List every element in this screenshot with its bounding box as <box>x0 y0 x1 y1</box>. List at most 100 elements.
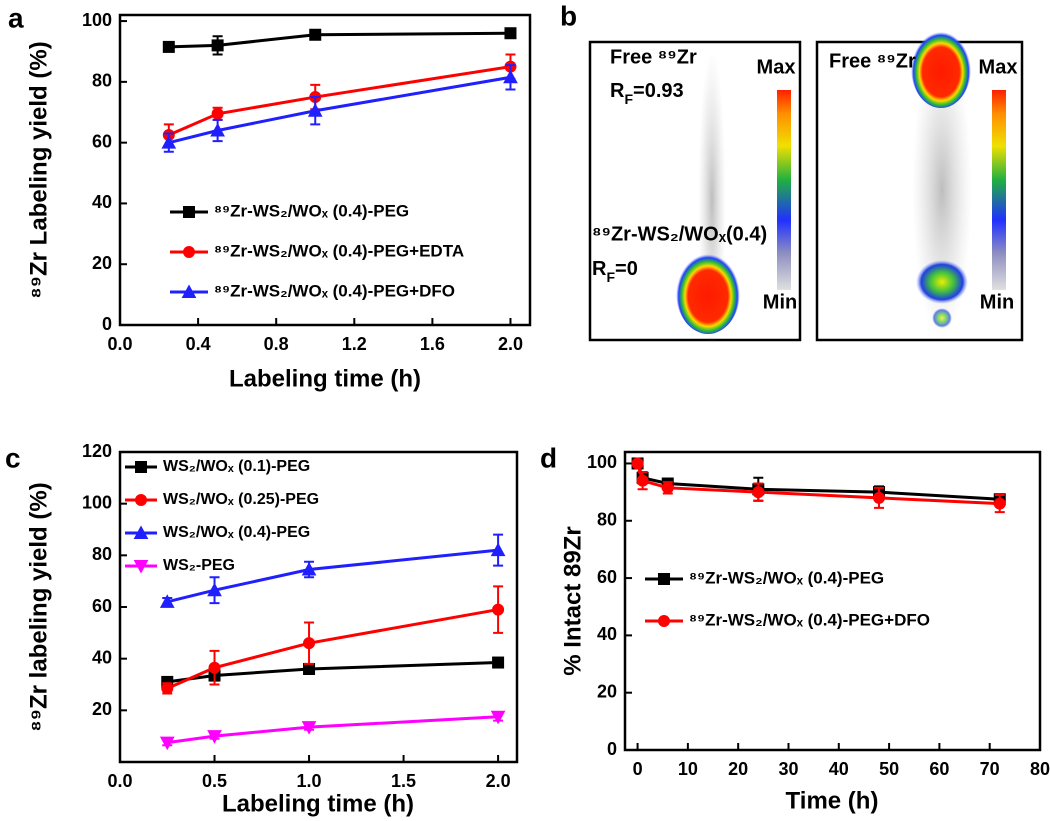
marker <box>490 542 506 557</box>
plot-frame <box>118 13 532 327</box>
x-tick-label: 1.6 <box>420 334 445 354</box>
marker <box>631 457 644 470</box>
y-tick-label: 20 <box>92 699 112 719</box>
legend-label: WS₂-PEG <box>163 557 235 574</box>
marker <box>658 615 670 627</box>
legend-label: WS₂/WOₓ (0.25)-PEG <box>163 491 319 508</box>
marker <box>301 561 317 576</box>
x-tick-label: 80 <box>1030 759 1050 779</box>
text-part: F <box>624 91 633 107</box>
marker <box>183 246 195 258</box>
text-part: R <box>610 80 625 102</box>
y-tick-label: 40 <box>597 624 617 644</box>
marker <box>211 107 224 120</box>
marker <box>504 27 517 40</box>
legend-label: ⁸⁹Zr-WS₂/WOₓ (0.4)-PEG+DFO <box>214 281 455 300</box>
marker <box>301 721 317 735</box>
tlc-label: Free ⁸⁹Zr <box>610 46 697 68</box>
x-tick-label: 10 <box>678 759 698 779</box>
y-tick-label: 0 <box>102 314 112 334</box>
marker <box>133 560 149 574</box>
x-tick-label: 20 <box>728 759 748 779</box>
x-tick-label: 0.4 <box>186 334 211 354</box>
marker <box>490 710 506 725</box>
tlc-spot <box>916 260 968 304</box>
marker <box>135 461 147 473</box>
marker <box>303 637 316 650</box>
line-chart: d 0 10 20 30 40 50 60 70 80 0 20 40 60 80 100 Time (h) % … <box>540 442 1050 814</box>
color-bar-min: Min <box>980 291 1014 313</box>
series-line <box>166 548 499 604</box>
tlc-label: ⁸⁹Zr-WS₂/WOₓ(0.4) <box>592 223 767 245</box>
x-tick-label: 1.5 <box>391 771 416 791</box>
color-bar-max: Max <box>757 56 796 78</box>
marker <box>661 481 674 494</box>
y-tick-label: 80 <box>597 510 617 530</box>
color-bar-max: Max <box>979 56 1018 78</box>
y-tick-label: 60 <box>597 567 617 587</box>
marker <box>503 69 518 84</box>
marker <box>636 474 649 487</box>
series-line <box>636 463 1000 506</box>
y-tick-label: 20 <box>92 253 112 273</box>
marker <box>135 494 147 506</box>
legend-label: ⁸⁹Zr-WS₂/WOₓ (0.4)-PEG+DFO <box>689 610 930 629</box>
x-axis-label: Labeling time (h) <box>222 790 414 817</box>
x-tick-label: 0.5 <box>202 771 227 791</box>
y-axis-label: % Intact 89Zr <box>559 526 586 675</box>
x-tick-label: 0.8 <box>264 334 289 354</box>
x-tick-label: 40 <box>829 759 849 779</box>
y-tick-label: 100 <box>82 10 112 30</box>
y-tick-label: 80 <box>92 71 112 91</box>
y-tick-label: 0 <box>607 739 617 759</box>
tlc-label: Free ⁸⁹Zr <box>829 50 916 72</box>
x-tick-label: 0.0 <box>107 771 132 791</box>
y-tick-label: 20 <box>597 681 617 701</box>
x-axis-label: Labeling time (h) <box>229 365 421 392</box>
legend-label: WS₂/WOₓ (0.4)-PEG <box>163 524 310 541</box>
panel-label: a <box>8 2 24 33</box>
panel-label: c <box>5 442 21 473</box>
color-bar-min: Min <box>763 291 797 313</box>
marker <box>181 284 197 298</box>
marker <box>159 736 175 751</box>
panel-label: d <box>540 442 557 473</box>
x-axis-label: Time (h) <box>786 787 879 814</box>
y-tick-label: 100 <box>587 452 617 472</box>
text-part: =0 <box>615 258 638 280</box>
marker <box>159 594 175 608</box>
marker <box>161 682 174 695</box>
y-axis-label: ⁸⁹Zr labeling yield (%) <box>25 482 52 731</box>
marker <box>207 730 222 744</box>
x-tick-label: 70 <box>980 759 1000 779</box>
marker <box>658 573 670 585</box>
y-tick-label: 60 <box>92 596 112 616</box>
x-tick-label: 1.0 <box>297 771 322 791</box>
tlc-images <box>588 28 1024 350</box>
x-tick-label: 1.2 <box>342 334 367 354</box>
y-tick-label: 80 <box>92 544 112 564</box>
series-line <box>166 608 499 690</box>
marker <box>133 525 149 539</box>
text-part: R <box>592 258 607 280</box>
legend-label: ⁸⁹Zr-WS₂/WOₓ (0.4)-PEG+EDTA <box>214 241 464 260</box>
marker <box>993 497 1006 510</box>
marker <box>161 135 177 149</box>
marker <box>309 28 322 41</box>
x-tick-label: 50 <box>879 759 899 779</box>
line-chart: a 0.0 0.4 0.8 1.2 1.6 2.0 0 20 40 60 80 100 Labeling … <box>8 2 532 392</box>
marker <box>183 206 195 218</box>
x-tick-label: 2.0 <box>498 334 523 354</box>
color-bar <box>777 90 791 290</box>
tlc-spot <box>932 308 952 328</box>
x-tick-label: 0 <box>633 759 643 779</box>
marker <box>492 656 505 669</box>
marker <box>208 661 221 674</box>
marker <box>210 122 225 137</box>
series-line <box>168 31 511 49</box>
x-tick-label: 60 <box>929 759 949 779</box>
legend-label: ⁸⁹Zr-WS₂/WOₓ (0.4)-PEG <box>214 201 409 220</box>
plot-frame <box>623 450 1042 752</box>
